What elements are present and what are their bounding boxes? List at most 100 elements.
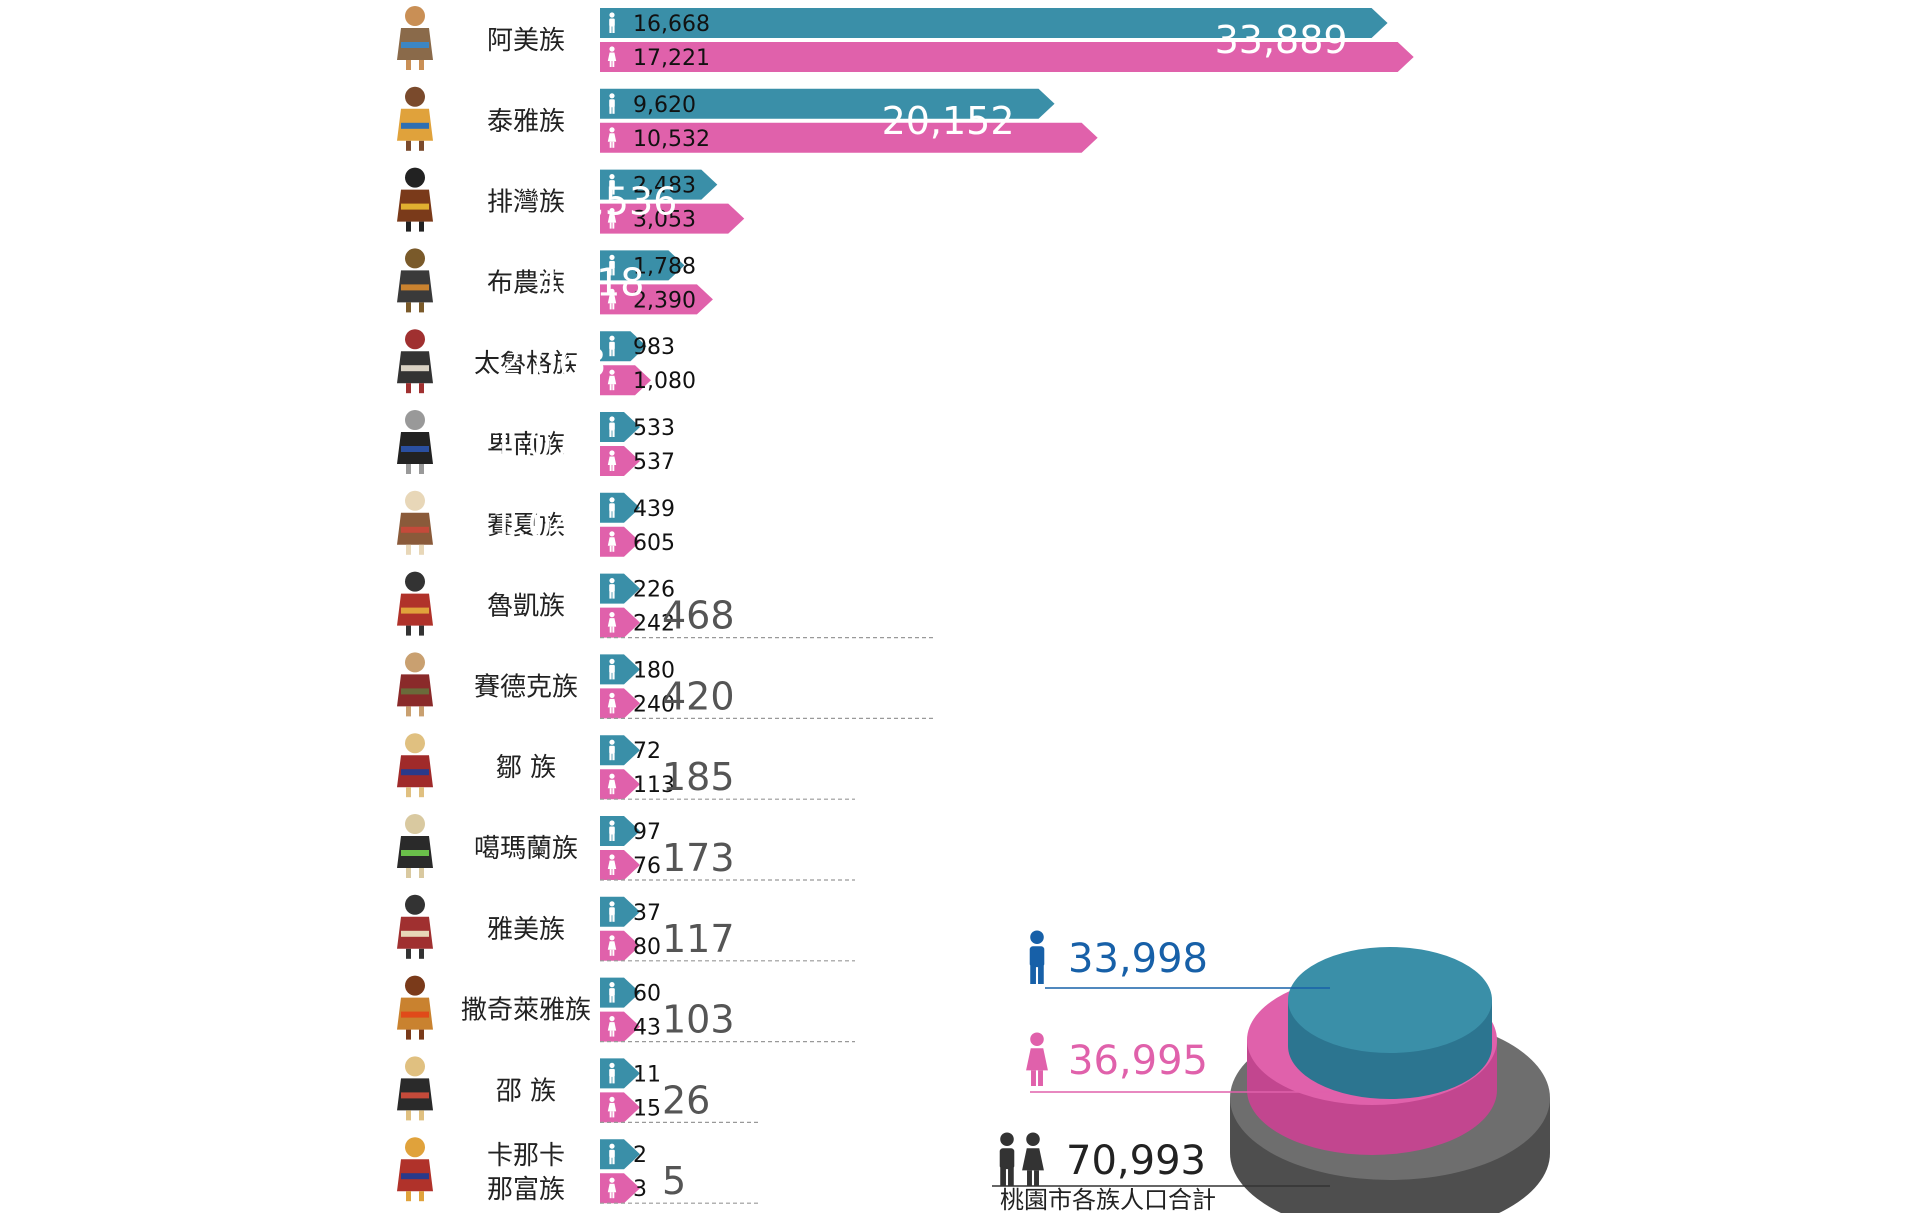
tribe-name-label: 阿美族 [487, 26, 565, 56]
female-person-icon [1026, 1032, 1048, 1086]
male-value-label: 439 [633, 497, 675, 522]
tribe-name-label: 雅美族 [487, 915, 565, 945]
tribe-illustration-icon [397, 86, 433, 151]
tribe-name-label: 泰雅族 [487, 107, 565, 137]
male-value-label: 16,668 [633, 12, 710, 37]
tribe-illustration-icon [397, 410, 433, 474]
female-value-label: 113 [633, 773, 675, 798]
chart-row: 泰雅族 9,620 10,532 20,152 [397, 86, 1098, 153]
tribe-name-label: 撒奇萊雅族 [461, 996, 591, 1026]
tribe-name-label: 賽夏族 [487, 511, 565, 541]
male-value-label: 37 [633, 901, 661, 926]
total-value-label: 468 [662, 594, 735, 638]
female-value-label: 537 [633, 450, 675, 475]
female-value-label: 15 [633, 1096, 661, 1121]
tribe-illustration-icon [397, 329, 433, 394]
female-value-label: 17,221 [633, 46, 710, 71]
male-value-label: 226 [633, 578, 675, 603]
tribe-name-label: 卡那卡那富族 [487, 1141, 565, 1205]
tribe-name-label: 布農族 [487, 268, 565, 298]
female-value-label: 3 [633, 1177, 647, 1202]
female-bar [600, 203, 745, 234]
tribe-illustration-icon [397, 6, 433, 70]
female-value-label: 2,390 [633, 288, 696, 313]
chart-row: 太魯格族 983 1,080 2,063 [397, 329, 696, 396]
chart-row: 邵 族 11 15 26 [397, 1056, 758, 1124]
female-total-value: 36,995 [1068, 1038, 1208, 1084]
female-bar [600, 284, 713, 315]
female-value-label: 80 [633, 935, 661, 960]
male-bar [600, 169, 718, 200]
total-value-label: 26 [662, 1078, 710, 1122]
stacked-cylinder-graphic [1230, 947, 1550, 1213]
total-value-label: 1,044 [491, 503, 600, 547]
female-value-label: 76 [633, 854, 661, 879]
total-value-label: 33,889 [1215, 18, 1348, 62]
tribe-illustration-icon [397, 733, 433, 798]
chart-row: 卡那卡那富族 2 3 5 [397, 1137, 758, 1205]
female-value-label: 43 [633, 1016, 661, 1041]
total-value-label: 20,152 [882, 99, 1015, 143]
male-value-label: 2 [633, 1143, 647, 1168]
female-bar [600, 42, 1414, 72]
male-total-value: 33,998 [1068, 936, 1208, 982]
male-value-label: 72 [633, 739, 661, 764]
total-value-label: 420 [662, 674, 735, 718]
male-value-label: 983 [633, 335, 675, 360]
total-value-label: 4,718 [536, 260, 645, 304]
male-value-label: 1,788 [633, 254, 696, 279]
tribe-illustration-icon [397, 814, 433, 878]
tribe-name-label: 太魯格族 [474, 349, 578, 379]
couple-icon [999, 1132, 1044, 1186]
total-value-label: 185 [662, 755, 735, 799]
tribe-name-label: 賽德克族 [474, 672, 578, 702]
tribe-illustration-icon [397, 975, 433, 1040]
male-bar [600, 88, 1055, 119]
tribe-illustration-icon [397, 894, 433, 959]
chart-row: 雅美族 37 80 117 [397, 894, 855, 962]
male-value-label: 11 [633, 1062, 661, 1087]
chart-row: 賽夏族 439 605 1,044 [397, 490, 675, 557]
female-value-label: 240 [633, 692, 675, 717]
male-person-icon [1029, 930, 1045, 984]
tribe-illustration-icon [397, 167, 433, 232]
chart-row: 噶瑪蘭族 97 76 173 [397, 814, 855, 881]
total-value-label: 173 [662, 836, 735, 880]
tribe-name-label: 鄒 族 [496, 753, 556, 783]
tribe-illustration-icon [397, 1056, 433, 1121]
combined-total-value: 70,993 [1066, 1138, 1206, 1184]
total-value-label: 103 [662, 998, 735, 1042]
tribe-name-label: 魯凱族 [487, 592, 565, 622]
total-value-label: 2,063 [498, 341, 607, 385]
female-value-label: 605 [633, 531, 675, 556]
summary-caption: 桃園市各族人口合計 [1000, 1186, 1216, 1213]
tribe-illustration-icon [397, 248, 433, 313]
tribe-illustration-icon [397, 571, 433, 636]
female-value-label: 10,532 [633, 127, 710, 152]
tribe-name-label: 卑南族 [487, 430, 565, 460]
female-bar [600, 122, 1098, 153]
total-value-label: 117 [662, 917, 735, 961]
tribe-illustration-icon [397, 652, 433, 717]
female-value-label: 3,053 [633, 208, 696, 233]
male-bar [600, 250, 685, 281]
chart-rows: 阿美族 16,668 17,221 33,889 泰雅族 9,620 10,532 20,15… [397, 6, 1414, 1205]
male-value-label: 180 [633, 658, 675, 683]
tribe-name-label: 邵 族 [496, 1076, 556, 1106]
male-bar [600, 8, 1388, 38]
female-value-label: 1,080 [633, 369, 696, 394]
tribe-illustration-icon [397, 1137, 433, 1202]
male-value-label: 9,620 [633, 93, 696, 118]
male-value-label: 2,483 [633, 174, 696, 199]
female-value-label: 242 [633, 612, 675, 637]
chart-row: 卑南族 533 537 1,070 [397, 410, 675, 476]
total-value-label: 1,070 [491, 422, 600, 466]
chart-row: 撒奇萊雅族 60 43 103 [397, 975, 855, 1043]
total-value-label: 5 [662, 1159, 686, 1203]
